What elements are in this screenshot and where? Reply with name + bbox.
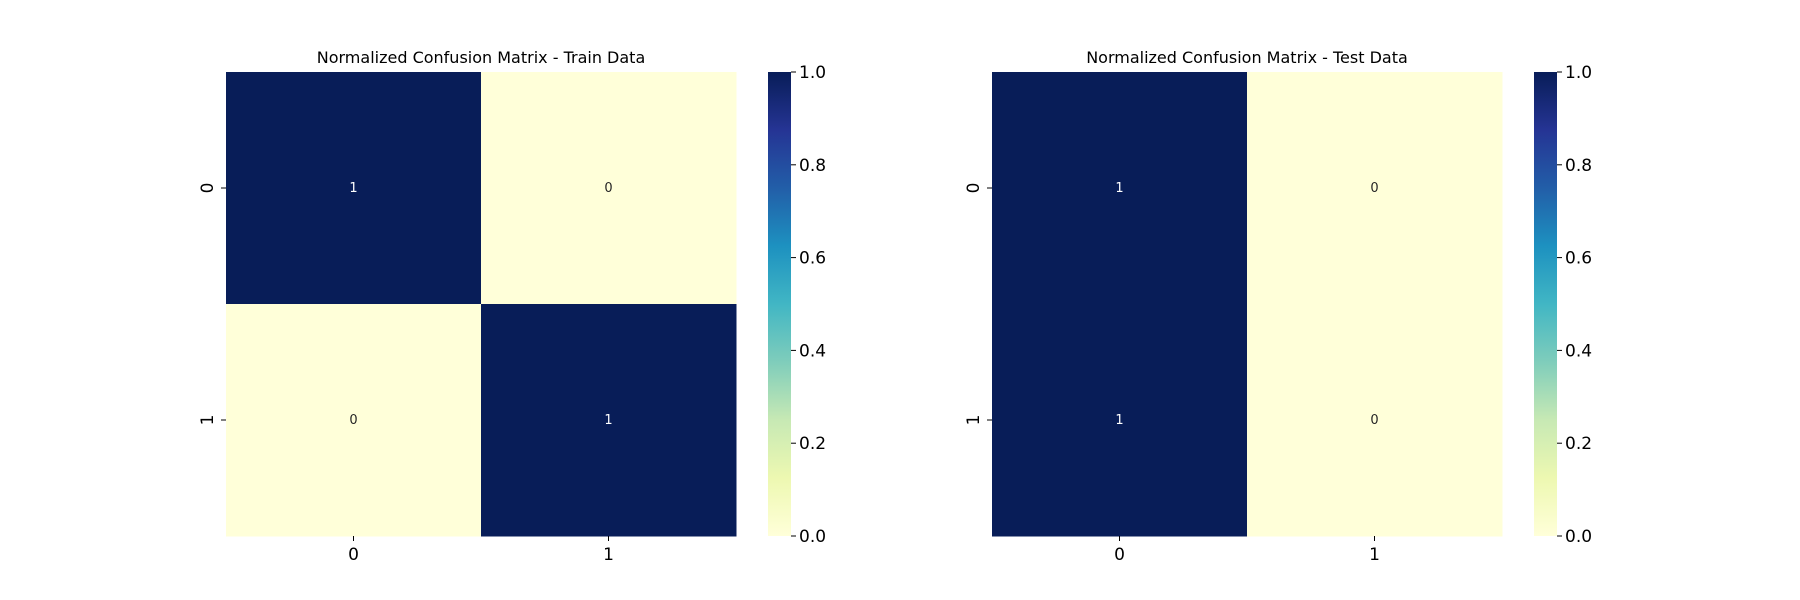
test-confusion-matrix: Normalized Confusion Matrix - Test Data … <box>964 48 1592 565</box>
test-heatmap-cells: 1 0 1 0 <box>992 72 1503 537</box>
colorbar-tick-label: 0.2 <box>1565 434 1592 454</box>
train-colorbar: 0.0 0.2 0.4 0.6 0.8 1.0 <box>768 63 826 547</box>
cell-value-label: 0 <box>1370 181 1378 196</box>
test-colorbar: 0.0 0.2 0.4 0.6 0.8 1.0 <box>1534 63 1592 547</box>
x-tick-label: 0 <box>1114 545 1125 565</box>
cell-value-label: 0 <box>1370 413 1378 428</box>
colorbar-gradient <box>768 72 791 536</box>
y-tick-label: 1 <box>964 415 984 426</box>
heatmap-cell-r1-c0 <box>226 304 482 537</box>
x-tick-label: 1 <box>603 545 614 565</box>
colorbar-tick-label: 0.2 <box>799 434 826 454</box>
colorbar-tick-label: 1.0 <box>799 63 826 83</box>
y-tick-label: 1 <box>198 415 218 426</box>
heatmap-cell-r0-c0 <box>226 72 482 305</box>
x-tick-label: 1 <box>1369 545 1380 565</box>
colorbar-tick-label: 0.0 <box>1565 527 1592 547</box>
heatmap-cell-r0-c0 <box>992 72 1248 305</box>
heatmap-cell-r1-c1 <box>481 304 737 537</box>
colorbar-tick-label: 1.0 <box>1565 63 1592 83</box>
heatmap-cell-r0-c1 <box>1247 72 1503 305</box>
colorbar-gradient <box>1534 72 1557 536</box>
test-chart-title: Normalized Confusion Matrix - Test Data <box>1086 48 1408 67</box>
cell-value-label: 0 <box>349 413 357 428</box>
colorbar-tick-label: 0.8 <box>1565 156 1592 176</box>
cell-value-label: 1 <box>1115 413 1123 428</box>
test-y-axis: 01 <box>964 183 992 426</box>
heatmap-cell-r0-c1 <box>481 72 737 305</box>
heatmap-cell-r1-c1 <box>1247 304 1503 537</box>
x-tick-label: 0 <box>348 545 359 565</box>
colorbar-tick-label: 0.8 <box>799 156 826 176</box>
cell-value-label: 1 <box>1115 181 1123 196</box>
train-chart-title: Normalized Confusion Matrix - Train Data <box>317 48 646 67</box>
train-confusion-matrix: Normalized Confusion Matrix - Train Data… <box>198 48 826 565</box>
cell-value-label: 1 <box>604 413 612 428</box>
colorbar-tick-label: 0.0 <box>799 527 826 547</box>
y-tick-label: 0 <box>964 183 984 194</box>
heatmap-cell-r1-c0 <box>992 304 1248 537</box>
colorbar-tick-label: 0.4 <box>1565 341 1592 361</box>
colorbar-tick-label: 0.6 <box>799 249 826 269</box>
cell-value-label: 1 <box>349 181 357 196</box>
train-y-axis: 01 <box>198 183 226 426</box>
cell-value-label: 0 <box>604 181 612 196</box>
train-heatmap-cells: 1 0 0 1 <box>226 72 737 537</box>
y-tick-label: 0 <box>198 183 218 194</box>
colorbar-tick-label: 0.4 <box>799 341 826 361</box>
colorbar-tick-label: 0.6 <box>1565 249 1592 269</box>
